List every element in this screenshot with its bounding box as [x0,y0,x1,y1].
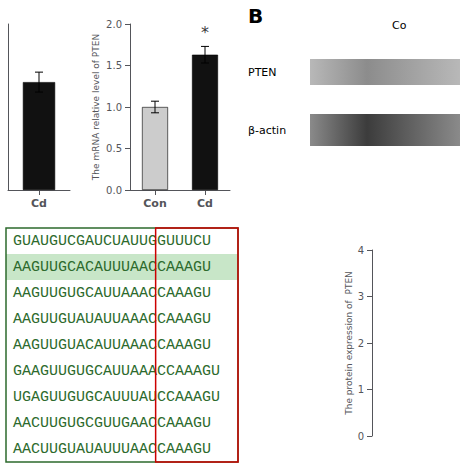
svg-text:*: * [201,23,209,42]
svg-text:1.5: 1.5 [106,60,122,71]
svg-text:GAAGUUGUGCAUUAAACCAAAGU: GAAGUUGUGCAUUAAACCAAAGU [13,363,220,380]
svg-text:UGAGUUGUGCAUUUAUCCAAAGU: UGAGUUGUGCAUUUAUCCAAAGU [13,389,220,406]
svg-text:Co: Co [392,19,407,32]
svg-text:GUAUGUCGAUCUAUUGGUUUCU: GUAUGUCGAUCUAUUGGUUUCU [13,233,211,250]
svg-text:AAGUUGCACAUUUAACCAAAGU: AAGUUGCACAUUUAACCAAAGU [13,259,211,276]
svg-text:0.5: 0.5 [106,143,122,154]
svg-text:Cd: Cd [31,197,47,210]
svg-text:2: 2 [358,338,364,349]
svg-text:Cd: Cd [197,197,213,210]
svg-text:The protein expression of PTE: The protein expression of PTEN [344,271,354,416]
svg-text:PTEN: PTEN [248,66,277,79]
svg-text:The mRNA relative level of PTE: The mRNA relative level of PTEN [91,34,101,181]
svg-text:AAGUUGUAUAUUAAACCAAAGU: AAGUUGUAUAUUAAACCAAAGU [13,311,211,328]
svg-text:2.0: 2.0 [106,19,122,30]
svg-text:0.0: 0.0 [106,185,122,196]
svg-text:AAGUUGUGCAUUAAACCAAAGU: AAGUUGUGCAUUAAACCAAAGU [13,285,211,302]
svg-text:AAGUUGUACAUUAAACCAAAGU: AAGUUGUACAUUAAACCAAAGU [13,337,211,354]
svg-text:1: 1 [358,384,364,395]
svg-text:1.0: 1.0 [106,102,122,113]
svg-text:Con: Con [143,197,166,210]
svg-text:0: 0 [358,431,364,442]
svg-text:β-actin: β-actin [248,124,286,137]
svg-text:4: 4 [358,245,364,256]
svg-text:B: B [248,4,263,28]
svg-text:AACUUGUGCGUUGAACCAAAGU: AACUUGUGCGUUGAACCAAAGU [13,415,211,432]
svg-text:3: 3 [358,291,364,302]
svg-text:AACUUGUAUAUUUAACCAAAGU: AACUUGUAUAUUUAACCAAAGU [13,441,211,458]
